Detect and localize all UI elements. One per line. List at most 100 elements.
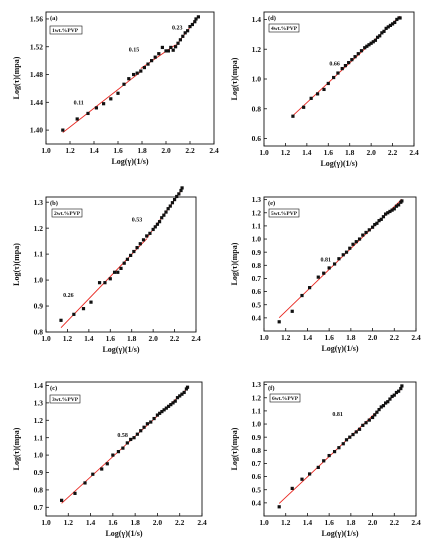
y-tick-label: 0.7 [252, 274, 262, 283]
x-tick-label: 1.8 [346, 518, 356, 527]
data-point [380, 31, 384, 35]
x-tick-label: 2.0 [161, 146, 171, 155]
legend-box [268, 23, 300, 33]
data-point [377, 407, 381, 412]
data-point [332, 75, 336, 80]
data-point [129, 437, 133, 442]
x-tick-label: 1.6 [324, 333, 334, 342]
data-point [371, 40, 375, 44]
data-point [326, 81, 330, 86]
data-point [182, 390, 186, 395]
y-tick-label: 1.44 [30, 98, 43, 107]
data-point [139, 69, 143, 73]
data-point [142, 425, 146, 429]
data-point [105, 462, 109, 466]
data-point [138, 242, 142, 246]
data-point [369, 41, 373, 45]
data-point [375, 221, 379, 225]
legend-label: 4wt.%PVP [271, 26, 298, 32]
data-point [332, 450, 337, 454]
legend-box [269, 393, 301, 403]
data-point [132, 249, 136, 254]
panel-letter: (e) [268, 200, 275, 207]
slope-label: 0.11 [74, 100, 84, 106]
x-tick-label: 2.4 [191, 334, 201, 343]
data-point [397, 203, 401, 207]
y-tick-label: 1.1 [252, 407, 262, 416]
data-point [162, 213, 166, 217]
data-point [157, 220, 162, 224]
x-tick-label: 1.6 [106, 334, 116, 343]
panel-letter: (d) [268, 15, 276, 22]
data-point [336, 71, 340, 75]
y-tick-label: 0.9 [252, 433, 262, 442]
data-point [332, 262, 337, 266]
data-point [176, 41, 180, 45]
x-tick-label: 1.4 [84, 334, 94, 343]
y-tick-label: 1.1 [252, 222, 262, 231]
data-point [72, 312, 76, 316]
data-point [180, 186, 184, 190]
data-point [381, 215, 386, 219]
data-point [169, 45, 173, 50]
y-tick-label: 0.8 [34, 328, 44, 337]
data-point [122, 261, 126, 265]
x-tick-label: 2.0 [366, 148, 376, 157]
slope-label: 0.15 [129, 48, 140, 54]
data-point [125, 257, 130, 261]
data-point [89, 300, 93, 304]
y-tick-label: 1.52 [30, 42, 43, 51]
data-point [73, 491, 77, 495]
data-point [180, 392, 184, 396]
x-tick-label: 2.0 [368, 518, 378, 527]
data-point [300, 477, 304, 481]
data-point [367, 418, 371, 422]
x-tick-label: 2.2 [390, 518, 400, 527]
data-point [308, 286, 312, 290]
data-point [367, 43, 371, 47]
data-point [398, 16, 402, 20]
data-point [322, 87, 326, 92]
data-point [361, 233, 365, 237]
data-point [363, 46, 367, 50]
data-point [302, 105, 306, 109]
x-tick-label: 1.0 [259, 518, 269, 527]
data-point [100, 467, 104, 471]
data-point [340, 66, 344, 71]
data-point [97, 281, 102, 285]
data-point [169, 403, 173, 407]
data-point [359, 49, 364, 53]
data-point [316, 465, 320, 469]
y-tick-label: 0.5 [252, 485, 262, 494]
data-point [395, 17, 399, 22]
y-tick-label: 0.4 [252, 498, 262, 507]
data-point [347, 61, 351, 65]
data-point [364, 421, 368, 425]
y-tick-label: 0.9 [252, 248, 262, 257]
slope-label: 0.23 [172, 25, 183, 31]
data-point [111, 453, 115, 457]
data-point [388, 397, 392, 401]
data-point [135, 71, 139, 75]
x-axis-label: Log(γ)(1/s) [102, 345, 139, 354]
y-tick-label: 1.1 [34, 250, 44, 259]
plot-frame [263, 381, 417, 517]
y-tick-label: 0.8 [34, 485, 44, 494]
data-point [185, 385, 190, 389]
x-axis-label: Log(γ)(1/s) [111, 157, 148, 166]
legend-label: 6wt.%PVP [272, 396, 299, 402]
data-point [129, 253, 133, 258]
x-tick-label: 1.4 [303, 333, 313, 342]
data-point [381, 404, 386, 408]
data-point [356, 52, 360, 56]
data-point [135, 246, 139, 250]
data-point [344, 250, 349, 254]
data-point [353, 55, 357, 59]
chart-panel: 1.0 1.2 1.4 1.6 1.8 2.0 2.2 2.4 0.4 0.5 0.6 0.7 0.8 0… [230, 195, 421, 353]
legend-label: 5wt.%PVP [271, 211, 298, 217]
legend-label: 2wt.%PVP [54, 211, 81, 217]
data-point [153, 225, 157, 229]
data-point [170, 201, 175, 205]
data-point [135, 432, 139, 436]
data-point [386, 400, 390, 404]
